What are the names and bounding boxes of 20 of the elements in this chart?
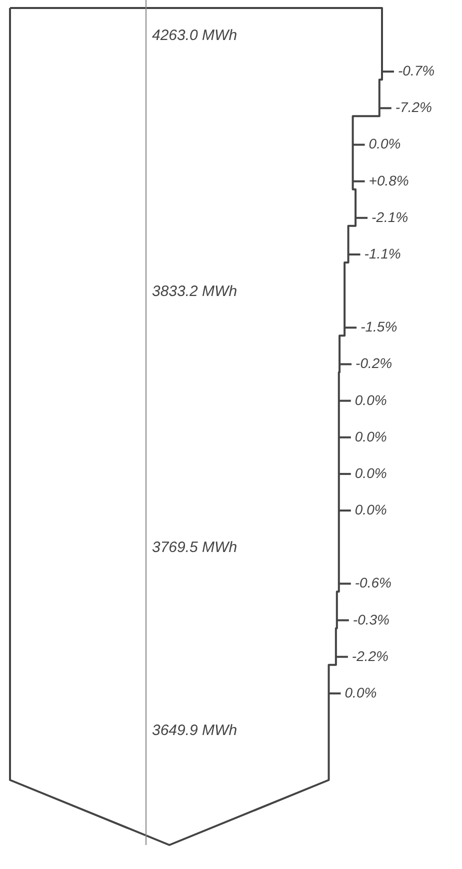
data-label: -0.6% <box>354 574 392 591</box>
data-label: 0.0% <box>354 502 387 518</box>
text: 3769.5 MWh <box>152 539 238 556</box>
data-label: -1.5% <box>360 318 398 335</box>
text: 4263.0 MWh <box>152 27 238 44</box>
text: 3833.2 MWh <box>152 283 238 300</box>
data-label: 0.0% <box>354 464 387 481</box>
data-label: -7.2% <box>395 99 432 116</box>
data-label: -2.2% <box>352 648 389 664</box>
data-label: +0.8% <box>368 172 409 188</box>
data-label: -2.1% <box>372 208 408 225</box>
data-label: 0.0% <box>354 428 387 444</box>
data-label: -1.1% <box>364 245 401 262</box>
data-label: -0.7% <box>398 62 435 79</box>
data-label: 0.0% <box>368 136 401 152</box>
text: 3649.9 MWh <box>152 722 238 739</box>
data-label: 0.0% <box>344 684 377 700</box>
data-label: 0.0% <box>354 392 387 408</box>
data-label: -0.3% <box>352 611 390 628</box>
data-label: -0.2% <box>356 355 392 372</box>
